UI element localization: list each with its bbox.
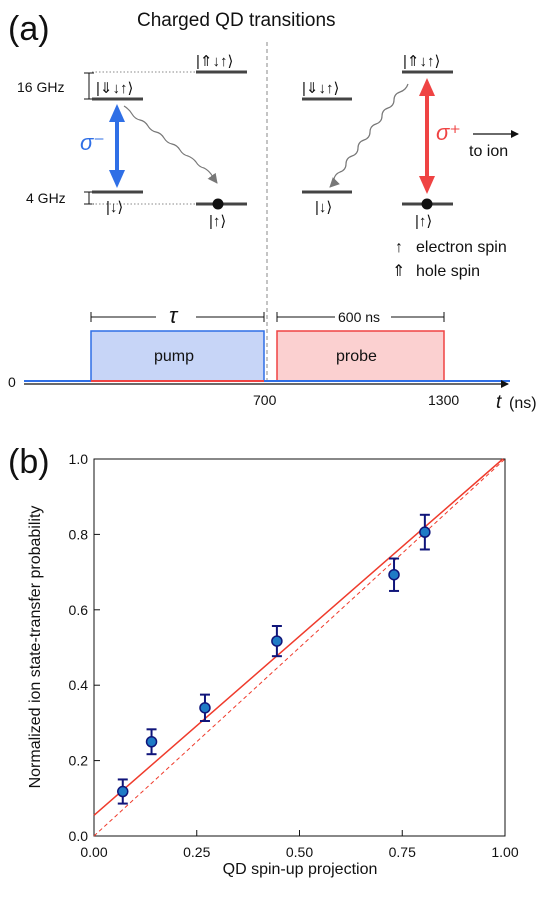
fit-line <box>93 458 504 816</box>
data-point <box>419 526 431 538</box>
freq-16ghz-label: 16 GHz <box>17 79 64 95</box>
chart-layer: 0.00 0.25 0.50 0.75 1.00 0.0 0.2 0.4 0.6 0.8 1.0 <box>69 451 519 860</box>
time-700-label: 700 <box>253 392 277 408</box>
data-point <box>199 702 211 714</box>
panel-b-label: (b) <box>8 443 50 481</box>
decay-wavy-left <box>123 105 218 184</box>
ket-left-upper-right: |⇑↓↑⟩ <box>196 53 233 70</box>
decay-wavy-right <box>329 83 409 188</box>
ket-left-lower: |↓⟩ <box>106 199 123 216</box>
panel-a: (a) Charged QD transitions 16 GHz 4 GHz … <box>8 10 537 413</box>
x-tick-label: 1.00 <box>491 844 518 860</box>
panel-a-title: Charged QD transitions <box>137 10 336 31</box>
time-zero-label: 0 <box>8 374 16 390</box>
sigma-minus-label: σ⁻ <box>80 130 105 155</box>
x-tick-label: 0.75 <box>389 844 416 860</box>
legend-electron-text: electron spin <box>416 239 507 256</box>
sigma-plus-arrow <box>419 78 435 194</box>
duration-bracket <box>276 312 445 322</box>
x-axis-label: QD spin-up projection <box>223 861 378 878</box>
pump-pulse <box>90 330 265 382</box>
ket-right-lower-left: |↓⟩ <box>315 199 332 216</box>
sigma-minus-arrow <box>109 104 125 188</box>
tau-label: τ <box>169 303 179 328</box>
data-point <box>145 736 158 748</box>
y-axis-label: Normalized ion state-transfer probabilit… <box>27 506 44 789</box>
panel-a-label: (a) <box>8 10 50 48</box>
x-tick-label: 0.25 <box>183 844 210 860</box>
pump-label: pump <box>154 348 194 365</box>
population-dot-right <box>421 198 433 210</box>
y-tick-label: 0.0 <box>69 828 89 844</box>
x-tick-label: 0.50 <box>286 844 313 860</box>
probe-pulse <box>276 330 445 382</box>
freq-bracket-high <box>84 72 94 100</box>
x-tick-label: 0.00 <box>80 844 107 860</box>
legend-hole-text: hole spin <box>416 263 480 280</box>
y-tick-label: 0.6 <box>69 602 89 618</box>
reference-line <box>93 458 506 837</box>
data-point <box>271 635 283 647</box>
to-ion-label: to ion <box>469 143 508 160</box>
time-symbol: t <box>496 392 502 413</box>
ket-right-upper-left: |⇓↓↑⟩ <box>302 80 339 97</box>
time-1300-label: 1300 <box>428 392 459 408</box>
duration-label: 600 ns <box>338 309 380 325</box>
freq-4ghz-label: 4 GHz <box>26 190 66 206</box>
time-unit: (ns) <box>509 395 537 412</box>
legend-hole-glyph: ⇑ <box>392 263 405 280</box>
probe-label: probe <box>336 348 377 365</box>
y-tick-label: 0.8 <box>69 526 89 542</box>
y-tick-label: 1.0 <box>69 451 89 467</box>
panel-b: (b) 0.00 0.25 0.50 0.75 1.00 0.0 0.2 0.4 0.6 0.8 1… <box>8 443 519 878</box>
ket-right-upper: |⇑↓↑⟩ <box>403 53 440 70</box>
y-tick-label: 0.2 <box>69 753 89 769</box>
data-point <box>388 568 400 581</box>
sigma-plus-label: σ⁺ <box>436 120 461 145</box>
y-tick-label: 0.4 <box>69 677 89 693</box>
ket-left-lower-right: |↑⟩ <box>209 213 226 230</box>
ket-left-upper: |⇓↓↑⟩ <box>96 80 133 97</box>
tau-bracket <box>90 312 265 322</box>
legend-electron-glyph: ↑ <box>395 239 403 256</box>
data-point <box>117 785 129 798</box>
population-dot-left <box>212 198 224 210</box>
freq-bracket-low <box>84 191 94 205</box>
ket-right-lower: |↑⟩ <box>415 213 432 230</box>
